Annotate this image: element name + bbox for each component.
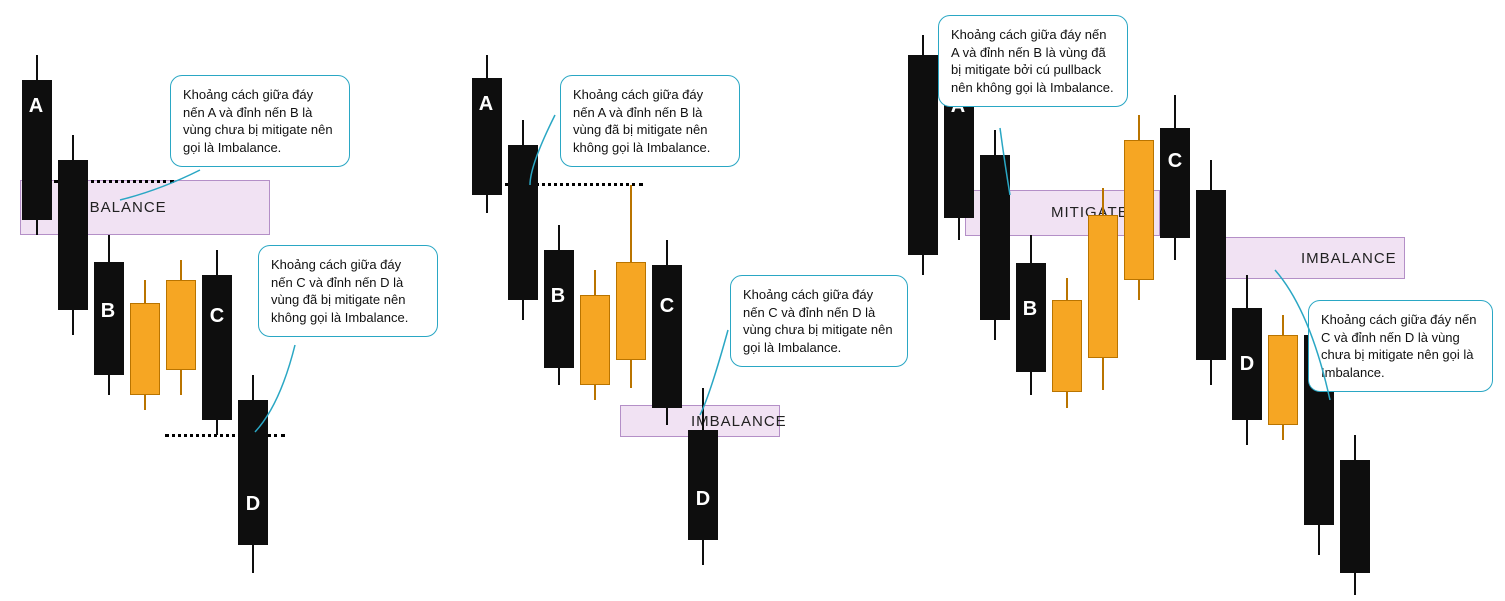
candle-body (58, 160, 88, 310)
candle-label-B: B (548, 285, 568, 308)
candle-body (688, 430, 718, 540)
candle-label-A: A (26, 95, 46, 118)
candle-p1_o1 (130, 0, 160, 601)
candle-label-C: C (657, 295, 677, 318)
candle-body (508, 145, 538, 300)
candle-label-B: B (98, 300, 118, 323)
candle-body (1196, 190, 1226, 360)
candle-body (616, 262, 646, 360)
candle-body (980, 155, 1010, 320)
candle-label-D: D (243, 493, 263, 516)
candle-body (1160, 128, 1190, 238)
chart-stage: IMBALANCEIMBALANCEMITIGATEIMBALANCEABCDA… (0, 0, 1505, 601)
candle-body (908, 55, 938, 255)
candle-body (1052, 300, 1082, 392)
candle-p3_D (1232, 0, 1262, 601)
candle-body (1088, 215, 1118, 358)
annotation-b4: Khoảng cách giữa đáy nến C và đỉnh nến D… (730, 275, 908, 367)
candle-body (544, 250, 574, 368)
annotation-b6: Khoảng cách giữa đáy nến C và đỉnh nến D… (1308, 300, 1493, 392)
candle-body (1268, 335, 1298, 425)
candle-label-B: B (1020, 298, 1040, 321)
candle-p2_A (472, 0, 502, 601)
candle-body (652, 265, 682, 408)
annotation-b5: Khoảng cách giữa đáy nến A và đỉnh nến B… (938, 15, 1128, 107)
candle-body (238, 400, 268, 545)
candle-p2_2 (508, 0, 538, 601)
candle-p3_1 (908, 0, 938, 601)
candle-body (1340, 460, 1370, 573)
candle-label-D: D (1237, 353, 1257, 376)
candle-p1_2 (58, 0, 88, 601)
zone-z4: IMBALANCE (1200, 237, 1405, 279)
candle-p3_C (1160, 0, 1190, 601)
candle-p1_A (22, 0, 52, 601)
annotation-b1: Khoảng cách giữa đáy nến A và đỉnh nến B… (170, 75, 350, 167)
annotation-b2: Khoảng cách giữa đáy nến C và đỉnh nến D… (258, 245, 438, 337)
candle-label-A: A (476, 93, 496, 116)
candle-p3_o3 (1124, 0, 1154, 601)
candle-body (166, 280, 196, 370)
candle-label-D: D (693, 488, 713, 511)
candle-body (130, 303, 160, 395)
candle-body (1124, 140, 1154, 280)
candle-p3_9 (1196, 0, 1226, 601)
candle-p3_o4 (1268, 0, 1298, 601)
candle-label-C: C (207, 305, 227, 328)
candle-label-C: C (1165, 150, 1185, 173)
annotation-b3: Khoảng cách giữa đáy nến A và đỉnh nến B… (560, 75, 740, 167)
candle-body (202, 275, 232, 420)
candle-body (580, 295, 610, 385)
